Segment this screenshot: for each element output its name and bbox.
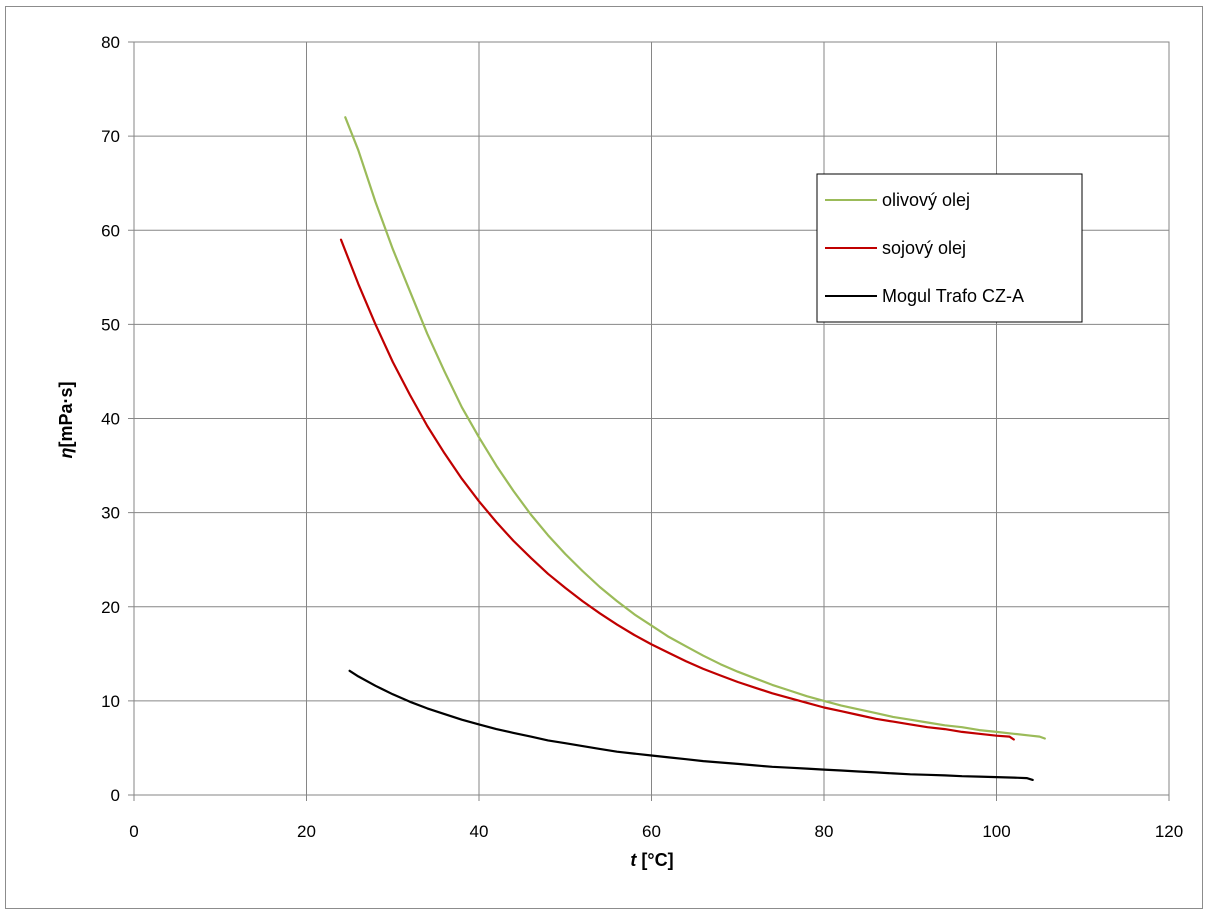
legend-label-olive: olivový olej bbox=[882, 190, 970, 210]
x-axis-title: t [°C] bbox=[630, 850, 673, 870]
series-line-soy-oil bbox=[339, 238, 1015, 741]
axis-ticks: 0 10 20 30 40 50 60 70 80 0 20 40 60 80 100 120 bbox=[101, 33, 1183, 841]
series-line-olive-oil bbox=[344, 116, 1046, 740]
y-tick-label: 50 bbox=[101, 315, 120, 334]
legend-label-mogul: Mogul Trafo CZ-A bbox=[882, 286, 1024, 306]
y-tick-label: 70 bbox=[101, 127, 120, 146]
y-tick-label: 20 bbox=[101, 598, 120, 617]
x-tick-label: 80 bbox=[815, 822, 834, 841]
x-axis-unit: [°C] bbox=[636, 850, 673, 870]
x-tick-label: 120 bbox=[1155, 822, 1183, 841]
y-tick-label: 10 bbox=[101, 692, 120, 711]
x-tick-label: 40 bbox=[470, 822, 489, 841]
grid bbox=[133, 41, 1170, 796]
legend: olivový olej sojový olej Mogul Trafo CZ-… bbox=[816, 173, 1083, 323]
y-axis-unit: [mPa·s] bbox=[56, 381, 76, 447]
y-tick-label: 80 bbox=[101, 33, 120, 52]
y-tick-label: 60 bbox=[101, 221, 120, 240]
legend-box bbox=[816, 173, 1083, 323]
x-tick-label: 60 bbox=[642, 822, 661, 841]
x-tick-label: 100 bbox=[982, 822, 1010, 841]
x-tick-label: 0 bbox=[129, 822, 138, 841]
series-line-mogul-trafo bbox=[348, 669, 1034, 781]
series-lines bbox=[339, 116, 1046, 781]
chart-frame bbox=[5, 6, 1203, 909]
y-tick-label: 0 bbox=[111, 786, 120, 805]
y-tick-label: 40 bbox=[101, 410, 120, 429]
y-axis-title: η[mPa·s] bbox=[56, 381, 76, 458]
x-tick-label: 20 bbox=[297, 822, 316, 841]
x-axis-symbol: t bbox=[630, 850, 637, 870]
y-axis-symbol: η bbox=[56, 448, 76, 459]
y-tick-label: 30 bbox=[101, 504, 120, 523]
legend-label-soy: sojový olej bbox=[882, 238, 966, 258]
